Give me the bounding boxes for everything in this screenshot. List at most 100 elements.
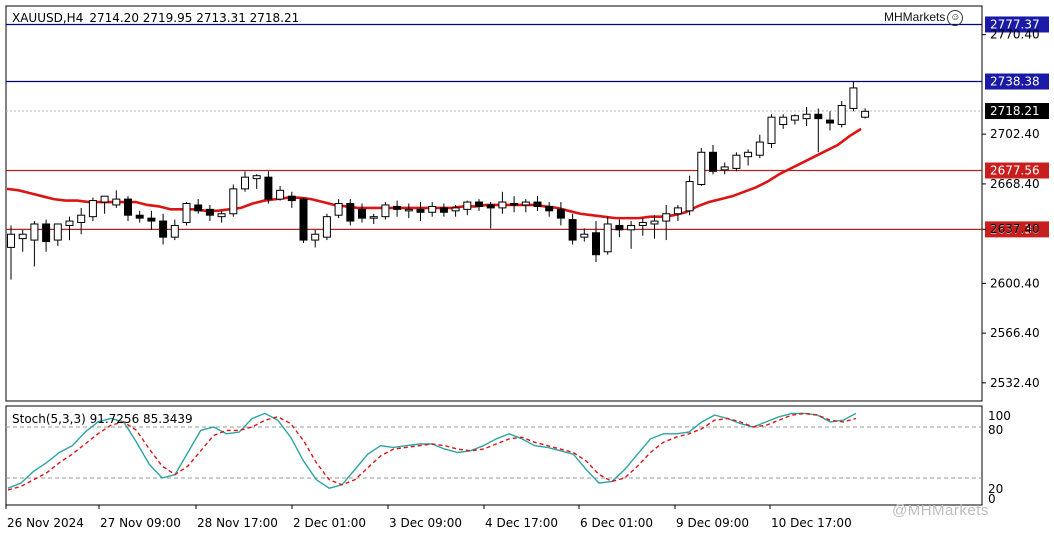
candle-body [498, 201, 507, 209]
candle-body [264, 176, 273, 200]
candle-body [217, 213, 226, 218]
time-tick-label: 6 Dec 01:00 [580, 516, 653, 530]
candle-body [510, 203, 519, 206]
price-tick-label: 2637.40 [990, 222, 1040, 236]
level-price-label: 2637.30 [990, 222, 1040, 236]
candle-body [311, 233, 320, 241]
price-tick-label: 2702.40 [990, 127, 1040, 141]
time-tick-label: 26 Nov 2024 [7, 516, 84, 530]
candle-body [861, 110, 870, 118]
level-price-label: 2738.38 [990, 75, 1040, 89]
candle-body [124, 198, 132, 216]
moving-average [6, 127, 862, 220]
level-price-label: 2677.56 [990, 163, 1040, 177]
candle-body [334, 203, 343, 216]
candle-body [241, 176, 249, 190]
candle-body [7, 233, 15, 248]
stoch-signal-line [7, 412, 857, 491]
candle-body [42, 223, 51, 243]
time-tick-label: 3 Dec 09:00 [389, 516, 462, 530]
horizontal-levels: 2777.37 2738.38 2718.21 2677.56 2637.30 [6, 16, 1049, 238]
stoch-pane-border [5, 405, 983, 506]
candle-body [170, 224, 179, 238]
candle-body [521, 201, 530, 206]
level-price-label: 2777.37 [990, 17, 1040, 31]
main-price-pane [5, 5, 983, 402]
level-price-tag [985, 16, 1049, 33]
candle-body [697, 151, 706, 185]
price-tick-label: 2668.40 [990, 177, 1040, 191]
smiley-icon: ☺ [947, 10, 964, 26]
candle-body [381, 204, 390, 218]
candle-body [486, 204, 495, 209]
candle-body [475, 201, 483, 207]
level-price-tag [985, 162, 1049, 179]
candle-body [358, 208, 366, 219]
candle-body [744, 151, 753, 158]
price-axis: 2770.40 2702.40 2668.40 2637.40 2600.40 2566.… [982, 28, 1040, 390]
candle-body [135, 214, 144, 219]
price-tick-label: 2600.40 [990, 276, 1040, 290]
candle-body [205, 208, 214, 216]
candle-body [65, 220, 74, 226]
candle-body [229, 188, 238, 215]
candle-body [709, 151, 717, 172]
brand-logo: MHMarkets ☺ [884, 10, 964, 26]
level-price-tag [985, 221, 1049, 238]
candle-body [147, 217, 156, 222]
candle-body [627, 224, 636, 231]
candle-body [662, 213, 671, 222]
stoch-tick-label: 80 [988, 423, 1003, 437]
candle-body [182, 203, 191, 224]
candle-body [615, 224, 624, 231]
candle-body [732, 154, 741, 169]
candle-body [88, 200, 97, 218]
chart-header: XAUUSD,H4 2714.20 2719.95 2713.31 2718.21 [12, 11, 299, 25]
candle-body [404, 208, 413, 212]
ohlc-label: 2714.20 2719.95 2713.31 2718.21 [89, 11, 299, 25]
stoch-tick-label: 0 [988, 492, 996, 506]
price-tick-label: 2532.40 [990, 376, 1040, 390]
stoch-title: Stoch(5,3,3) 91.7256 85.3439 [12, 412, 193, 426]
candle-body [603, 223, 612, 253]
candle-body [369, 216, 378, 219]
candle-body [755, 141, 764, 156]
candle-body [159, 220, 168, 238]
candle-body [802, 113, 811, 120]
time-tick-label: 10 Dec 17:00 [771, 516, 852, 530]
time-tick-label: 4 Dec 17:00 [485, 516, 558, 530]
candle-body [428, 205, 437, 213]
candle-body [299, 198, 308, 241]
candle-body [767, 116, 776, 145]
price-tick-label: 2566.40 [990, 326, 1040, 340]
candle-body [100, 195, 109, 203]
level-price-tag [985, 103, 1049, 120]
candle-body [252, 175, 261, 180]
price-tick-label: 2770.40 [990, 28, 1040, 42]
time-tick-label: 28 Nov 17:00 [197, 516, 278, 530]
candle-body [53, 223, 62, 241]
candle-body [720, 166, 729, 171]
stochastic-pane [5, 405, 983, 506]
level-price-label: 2718.21 [990, 104, 1040, 118]
candle-body [533, 201, 542, 207]
candle-body [287, 195, 296, 202]
candle-body [849, 87, 858, 109]
candle-body [194, 204, 203, 212]
ma-line [6, 127, 862, 220]
candle-body [580, 233, 589, 238]
time-tick-label: 2 Dec 01:00 [293, 516, 366, 530]
candle-body [393, 205, 402, 210]
level-price-tag [985, 73, 1049, 90]
candle-body [556, 208, 565, 219]
candle-body [30, 223, 39, 241]
time-axis: 26 Nov 2024 27 Nov 09:00 28 Nov 17:00 2 Dec… [5, 505, 852, 530]
candle-body [416, 208, 425, 213]
candle-body [790, 115, 799, 121]
candlesticks [7, 82, 870, 280]
candle-body [18, 233, 27, 240]
candle-body [346, 203, 355, 222]
candle-body [592, 232, 600, 256]
